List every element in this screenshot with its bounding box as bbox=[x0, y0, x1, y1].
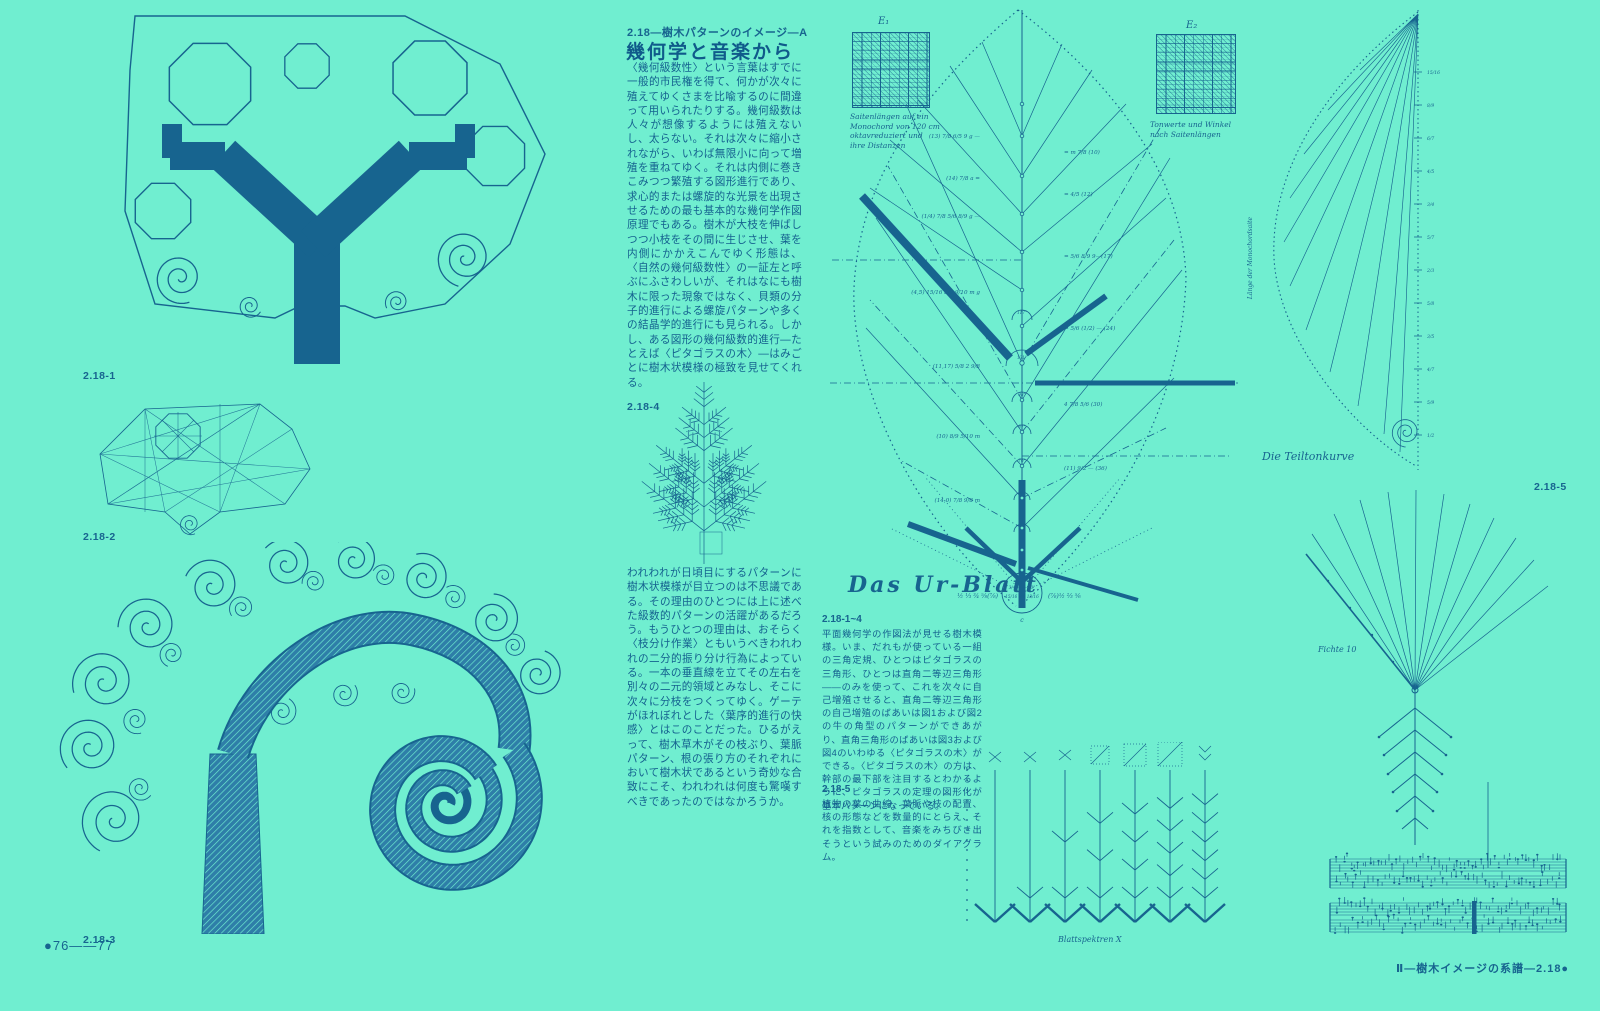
svg-text:3/5: 3/5 bbox=[1427, 334, 1434, 340]
svg-text:131°: 131° bbox=[1017, 355, 1027, 360]
svg-text:= 5/6 (1/2) — (24): = 5/6 (1/2) — (24) bbox=[1064, 325, 1115, 332]
table-e2-caption: Tonwerte und Winkel nach Saitenlängen bbox=[1150, 120, 1232, 139]
section-kicker: 2.18—樹木パターンのイメージ—A bbox=[627, 27, 808, 39]
svg-text:6/7: 6/7 bbox=[1427, 136, 1434, 142]
figure-label-5: 2.18-5 bbox=[1534, 481, 1567, 493]
body-paragraph-1: 〈幾何級数性〉という言葉はすでに一般的市民権を得て、何かが次々に殖えてゆくさまを… bbox=[627, 62, 802, 389]
svg-text:8/9: 8/9 bbox=[1427, 103, 1434, 109]
figure-pythagoras-tree-filled bbox=[124, 15, 546, 364]
svg-text:4/5: 4/5 bbox=[1426, 169, 1434, 175]
figure-music-notation bbox=[1329, 852, 1567, 934]
svg-text:1/2: 1/2 bbox=[1427, 433, 1434, 439]
svg-text:(11,17) 5/8 2 9/8: (11,17) 5/8 2 9/8 bbox=[933, 363, 981, 370]
svg-text:(⅞)½ ⅔ ⅚: (⅞)½ ⅔ ⅚ bbox=[1048, 593, 1081, 600]
svg-text:2/3: 2/3 bbox=[1426, 268, 1434, 274]
page-title: 幾何学と音楽から bbox=[626, 42, 795, 63]
svg-text:= 5/6 8/9 9—(17): = 5/6 8/9 9—(17) bbox=[1064, 253, 1113, 260]
figure-spiral-tree bbox=[59, 542, 561, 934]
svg-text:117°: 117° bbox=[1017, 310, 1027, 315]
svg-text:(13) 7/8 6/5 9 g —: (13) 7/8 6/5 9 g — bbox=[929, 133, 981, 140]
caption-group1-text: 平面幾何学の作図法が見せる樹木模様。いま、だれもが使っている一組の三角定規、ひと… bbox=[822, 629, 982, 811]
page-number-right: Ⅱ—樹木イメージの系譜—2.18● bbox=[1396, 963, 1570, 975]
page-number-left: ●76——77 bbox=[44, 938, 114, 953]
svg-text:15/16: 15/16 bbox=[1427, 70, 1440, 76]
figure-blattspektren: Blattspektren Ⅹ bbox=[966, 742, 1226, 944]
table-e1-label: E₁ bbox=[878, 16, 890, 27]
svg-text:c: c bbox=[1020, 617, 1024, 624]
figure-wireframe-construction bbox=[99, 403, 311, 536]
svg-text:Blattspektren Ⅹ: Blattspektren Ⅹ bbox=[1057, 935, 1122, 944]
svg-text:3/4 — i — 0°: 3/4 — i — 0° bbox=[1009, 585, 1036, 590]
svg-text:(4,5) 15/16 8/9 9/10 m g: (4,5) 15/16 8/9 9/10 m g bbox=[911, 289, 980, 296]
leaf-script-title: Das Ur-Blatt bbox=[848, 572, 1039, 598]
svg-text:(10) 8/9 5/10 m: (10) 8/9 5/10 m bbox=[936, 433, 980, 440]
axis-note: Länge der Monochordsaite bbox=[1247, 216, 1254, 300]
svg-text:98°: 98° bbox=[1018, 392, 1025, 397]
svg-text:(11) 9/2 — (36): (11) 9/2 — (36) bbox=[1064, 465, 1107, 472]
svg-text:5/8: 5/8 bbox=[1427, 301, 1434, 307]
svg-text:Fichte 10: Fichte 10 bbox=[1317, 645, 1356, 654]
svg-text:= 4/5 (12): = 4/5 (12) bbox=[1064, 191, 1093, 198]
svg-text:(1/4) 7/8 5/6 8/9 g —: (1/4) 7/8 5/6 8/9 g — bbox=[922, 213, 981, 220]
svg-text:5/7: 5/7 bbox=[1427, 235, 1434, 241]
teiltonkurve-label: Die Teiltonkurve bbox=[1262, 450, 1355, 463]
figure-ur-blatt-leaf-diagram: 131° 117° 98° 87° 76° 65° (13) 7/8 6/5 9… bbox=[830, 9, 1238, 624]
table-e2-grid bbox=[1156, 34, 1236, 114]
figure-fractal-pine bbox=[641, 382, 767, 564]
caption-group1-label: 2.18-1~4 bbox=[822, 614, 862, 625]
svg-text:(14) 7/8 a =: (14) 7/8 a = bbox=[946, 175, 980, 182]
table-e1-caption: Saitenlängen auf ein Monochord von 120 c… bbox=[850, 112, 940, 150]
figure-label-1: 2.18-1 bbox=[83, 370, 116, 382]
svg-text:87°: 87° bbox=[1018, 424, 1025, 429]
caption-group2-text: 植物の葉の曲線、葉脈や枝の配置、核の形態などを数量的にとらえ、それを指数として、… bbox=[822, 799, 982, 862]
svg-text:(14,0) 7/8 9/8 m: (14,0) 7/8 9/8 m bbox=[935, 497, 980, 504]
svg-text:76°: 76° bbox=[1018, 458, 1025, 463]
table-e2-label: E₂ bbox=[1186, 20, 1198, 31]
svg-text:3/4: 3/4 bbox=[1427, 202, 1434, 208]
body-paragraph-2: われわれが日頃目にするパターンに樹木状模様が目立つのは不思議である。その理由のひ… bbox=[627, 567, 802, 808]
figure-label-3: 2.18-3 bbox=[83, 934, 116, 946]
caption-group2-label: 2.18-5 bbox=[822, 784, 851, 795]
svg-text:15/16 9/8 13/16: 15/16 9/8 13/16 bbox=[1005, 594, 1039, 599]
svg-text:5/9: 5/9 bbox=[1427, 400, 1434, 406]
svg-text:4 7/8 5/6 (30): 4 7/8 5/6 (30) bbox=[1063, 401, 1102, 408]
svg-text:= m 7/8 (10): = m 7/8 (10) bbox=[1064, 149, 1100, 156]
figure-teiltonkurve: 15/16 8/9 6/7 4/5 3/4 5/7 2/3 5/8 3/5 4/… bbox=[1247, 10, 1440, 470]
svg-text:65°: 65° bbox=[1018, 490, 1025, 495]
table-e1-grid bbox=[852, 32, 930, 108]
svg-text:4/7: 4/7 bbox=[1426, 367, 1434, 373]
figure-label-2: 2.18-2 bbox=[83, 531, 116, 543]
figure-label-4: 2.18-4 bbox=[627, 401, 660, 413]
figure-fichte-tree: Fichte 10 bbox=[1305, 490, 1549, 868]
svg-text:½ ⅓ ¾ ⅝(⅞): ½ ⅓ ¾ ⅝(⅞) bbox=[957, 593, 998, 600]
